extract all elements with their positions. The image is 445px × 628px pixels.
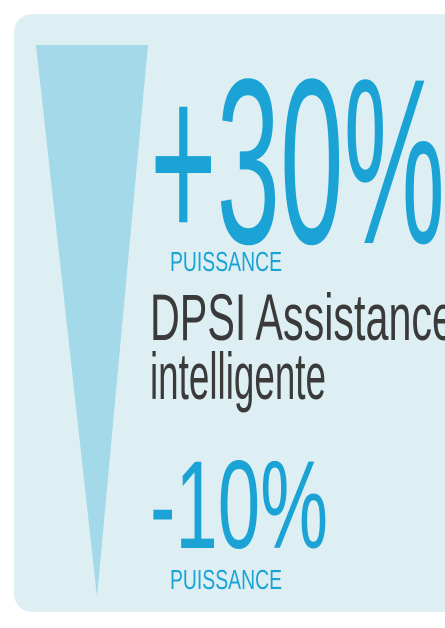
top-figure: +30%	[150, 30, 445, 294]
bottom-caption: PUISSANCE	[170, 564, 282, 595]
feature-line: intelligente	[150, 339, 326, 413]
bottom-figure: -10%	[150, 436, 328, 575]
feature-line: DPSI Assistance	[150, 280, 445, 354]
taper-shape	[36, 45, 148, 597]
top-caption: PUISSANCE	[170, 246, 282, 277]
